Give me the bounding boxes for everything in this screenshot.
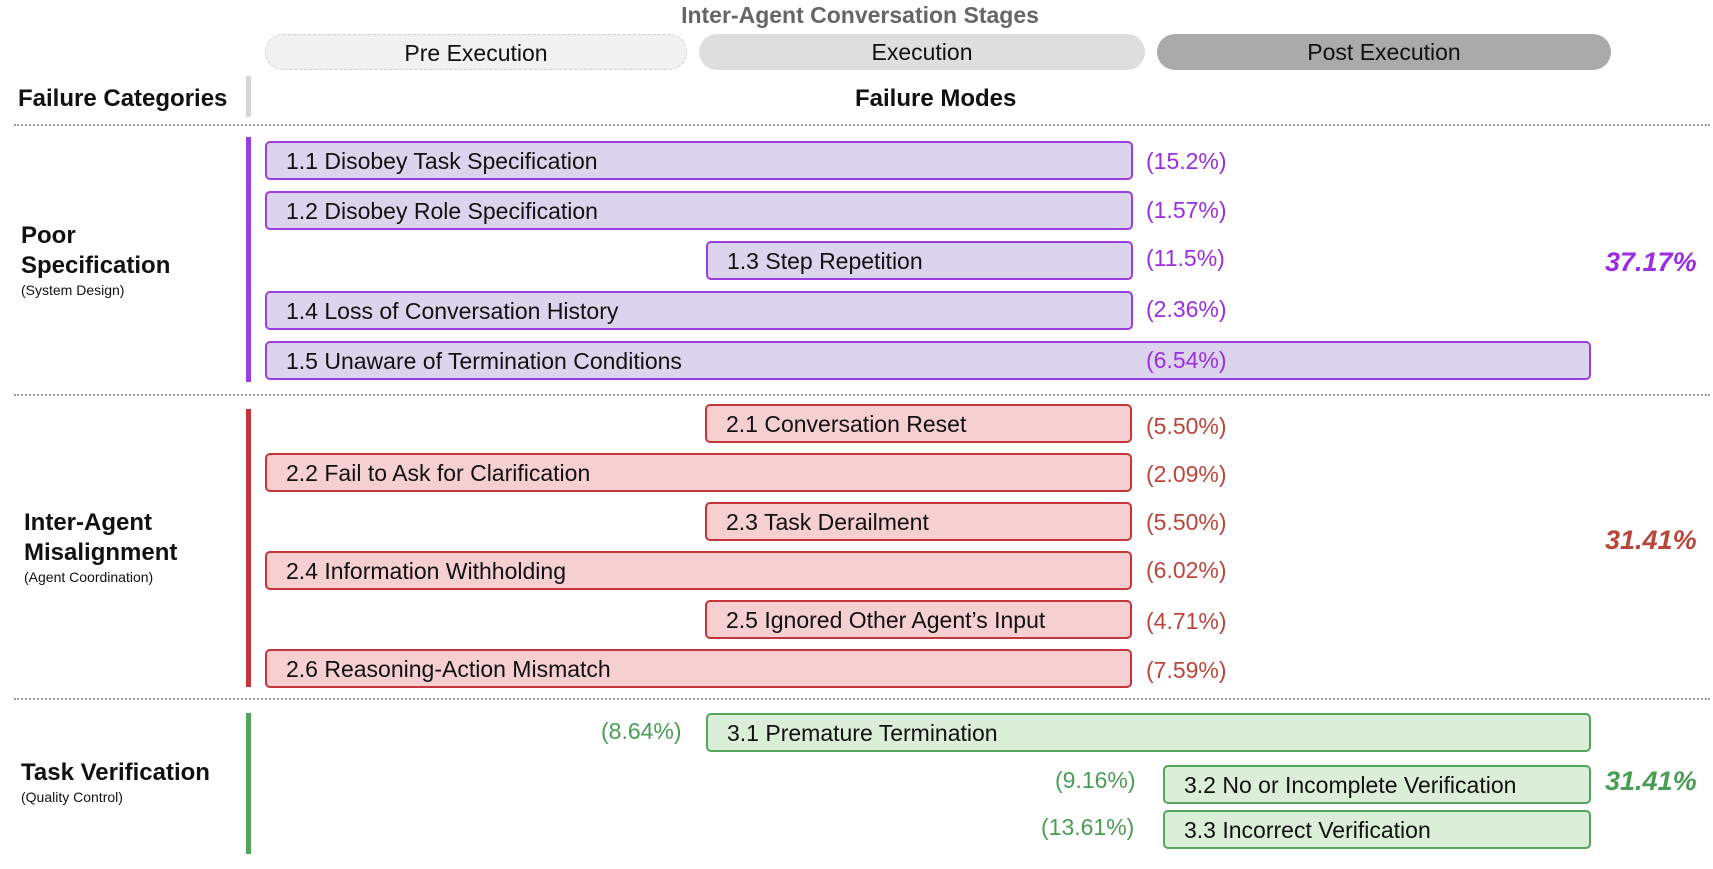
category-total: 37.17% bbox=[1605, 247, 1697, 277]
stage-pre-execution: Pre Execution bbox=[265, 34, 687, 70]
failure-modes-header: Failure Modes bbox=[855, 85, 1017, 112]
category-name: Specification bbox=[21, 252, 171, 279]
failure-mode-percent: (15.2%) bbox=[1146, 148, 1227, 174]
failure-mode-percent: (6.54%) bbox=[1146, 347, 1227, 373]
category-subtitle: (Quality Control) bbox=[21, 789, 123, 805]
failure-mode-percent: (2.09%) bbox=[1146, 461, 1227, 487]
failure-mode-percent: (5.50%) bbox=[1146, 509, 1227, 535]
category-bar-task-verification bbox=[246, 713, 251, 854]
divider bbox=[14, 124, 1710, 126]
failure-mode-percent: (6.02%) bbox=[1146, 557, 1227, 583]
failure-mode-box: 1.4 Loss of Conversation History bbox=[265, 291, 1133, 330]
failure-mode-percent: (9.16%) bbox=[1055, 767, 1136, 793]
failure-mode-box: 1.1 Disobey Task Specification bbox=[265, 141, 1133, 180]
stage-post-execution: Post Execution bbox=[1157, 34, 1611, 70]
category-subtitle: (Agent Coordination) bbox=[24, 569, 154, 585]
stage-execution: Execution bbox=[699, 34, 1145, 70]
category-name: Poor bbox=[21, 222, 76, 249]
failure-mode-box: 1.3 Step Repetition bbox=[706, 241, 1133, 280]
category-subtitle: (System Design) bbox=[21, 282, 125, 298]
divider bbox=[14, 394, 1710, 396]
failure-mode-percent: (1.57%) bbox=[1146, 197, 1227, 223]
category-poor-specification: Poor Specification (System Design) bbox=[21, 221, 170, 299]
failure-mode-percent: (13.61%) bbox=[1041, 814, 1135, 840]
failure-mode-percent: (7.59%) bbox=[1146, 657, 1227, 683]
failure-mode-percent: (2.36%) bbox=[1146, 296, 1227, 322]
failure-mode-box: 2.5 Ignored Other Agent’s Input bbox=[705, 600, 1132, 639]
stages-title: Inter-Agent Conversation Stages bbox=[681, 2, 1039, 28]
failure-mode-box: 2.6 Reasoning-Action Mismatch bbox=[265, 649, 1132, 688]
category-inter-agent-misalignment: Inter-Agent Misalignment (Agent Coordina… bbox=[24, 508, 177, 586]
category-bar-poor-specification bbox=[246, 137, 251, 382]
failure-mode-box: 2.3 Task Derailment bbox=[705, 502, 1132, 541]
failure-mode-percent: (4.71%) bbox=[1146, 608, 1227, 634]
category-total: 31.41% bbox=[1605, 766, 1697, 796]
category-task-verification: Task Verification (Quality Control) bbox=[21, 758, 210, 806]
category-name: Misalignment bbox=[24, 539, 178, 566]
failure-mode-box: 2.1 Conversation Reset bbox=[705, 404, 1132, 443]
failure-mode-box: 3.2 No or Incomplete Verification bbox=[1163, 765, 1591, 804]
category-total: 31.41% bbox=[1605, 525, 1697, 555]
failure-mode-percent: (5.50%) bbox=[1146, 413, 1227, 439]
failure-mode-percent: (8.64%) bbox=[601, 718, 682, 744]
failure-mode-percent: (11.5%) bbox=[1146, 245, 1225, 271]
failure-mode-box: 2.2 Fail to Ask for Clarification bbox=[265, 453, 1132, 492]
failure-categories-header: Failure Categories bbox=[18, 85, 228, 112]
failure-mode-box: 2.4 Information Withholding bbox=[265, 551, 1132, 590]
header-separator bbox=[246, 76, 251, 117]
category-name: Task Verification bbox=[21, 759, 210, 786]
failure-mode-box: 3.3 Incorrect Verification bbox=[1163, 810, 1591, 849]
divider bbox=[14, 698, 1710, 700]
failure-mode-box: 1.2 Disobey Role Specification bbox=[265, 191, 1133, 230]
failure-mode-box: 3.1 Premature Termination bbox=[706, 713, 1591, 752]
failure-mode-box: 1.5 Unaware of Termination Conditions bbox=[265, 341, 1591, 380]
category-bar-inter-agent-misalignment bbox=[246, 409, 251, 687]
category-name: Inter-Agent bbox=[24, 509, 152, 536]
